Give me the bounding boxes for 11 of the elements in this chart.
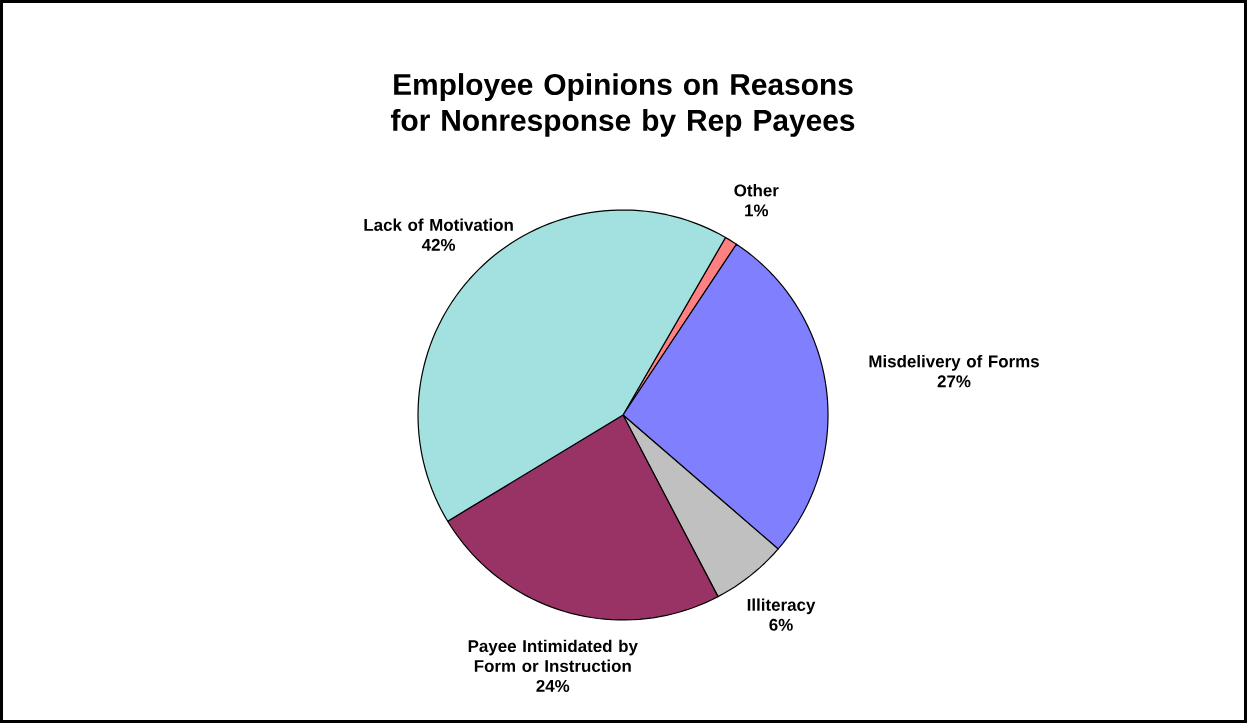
slice-label: Illiteracy [747,598,816,615]
slice-label: Lack of Motivation [364,218,513,231]
slice-label: Payee Intimidated by Form or Instruction [468,639,638,673]
data-label: 6% [769,618,793,631]
slice-label: Misdelivery of Forms [869,354,1039,371]
data-label: 24% [536,679,570,692]
data-label: 42% [421,238,456,251]
data-label: 27% [937,375,971,388]
chart-title: Employee Opinions on Reasons for Nonresponse by Rep Payees [390,73,855,137]
slice-label: Other [734,184,779,197]
data-label: 1% [745,204,769,217]
